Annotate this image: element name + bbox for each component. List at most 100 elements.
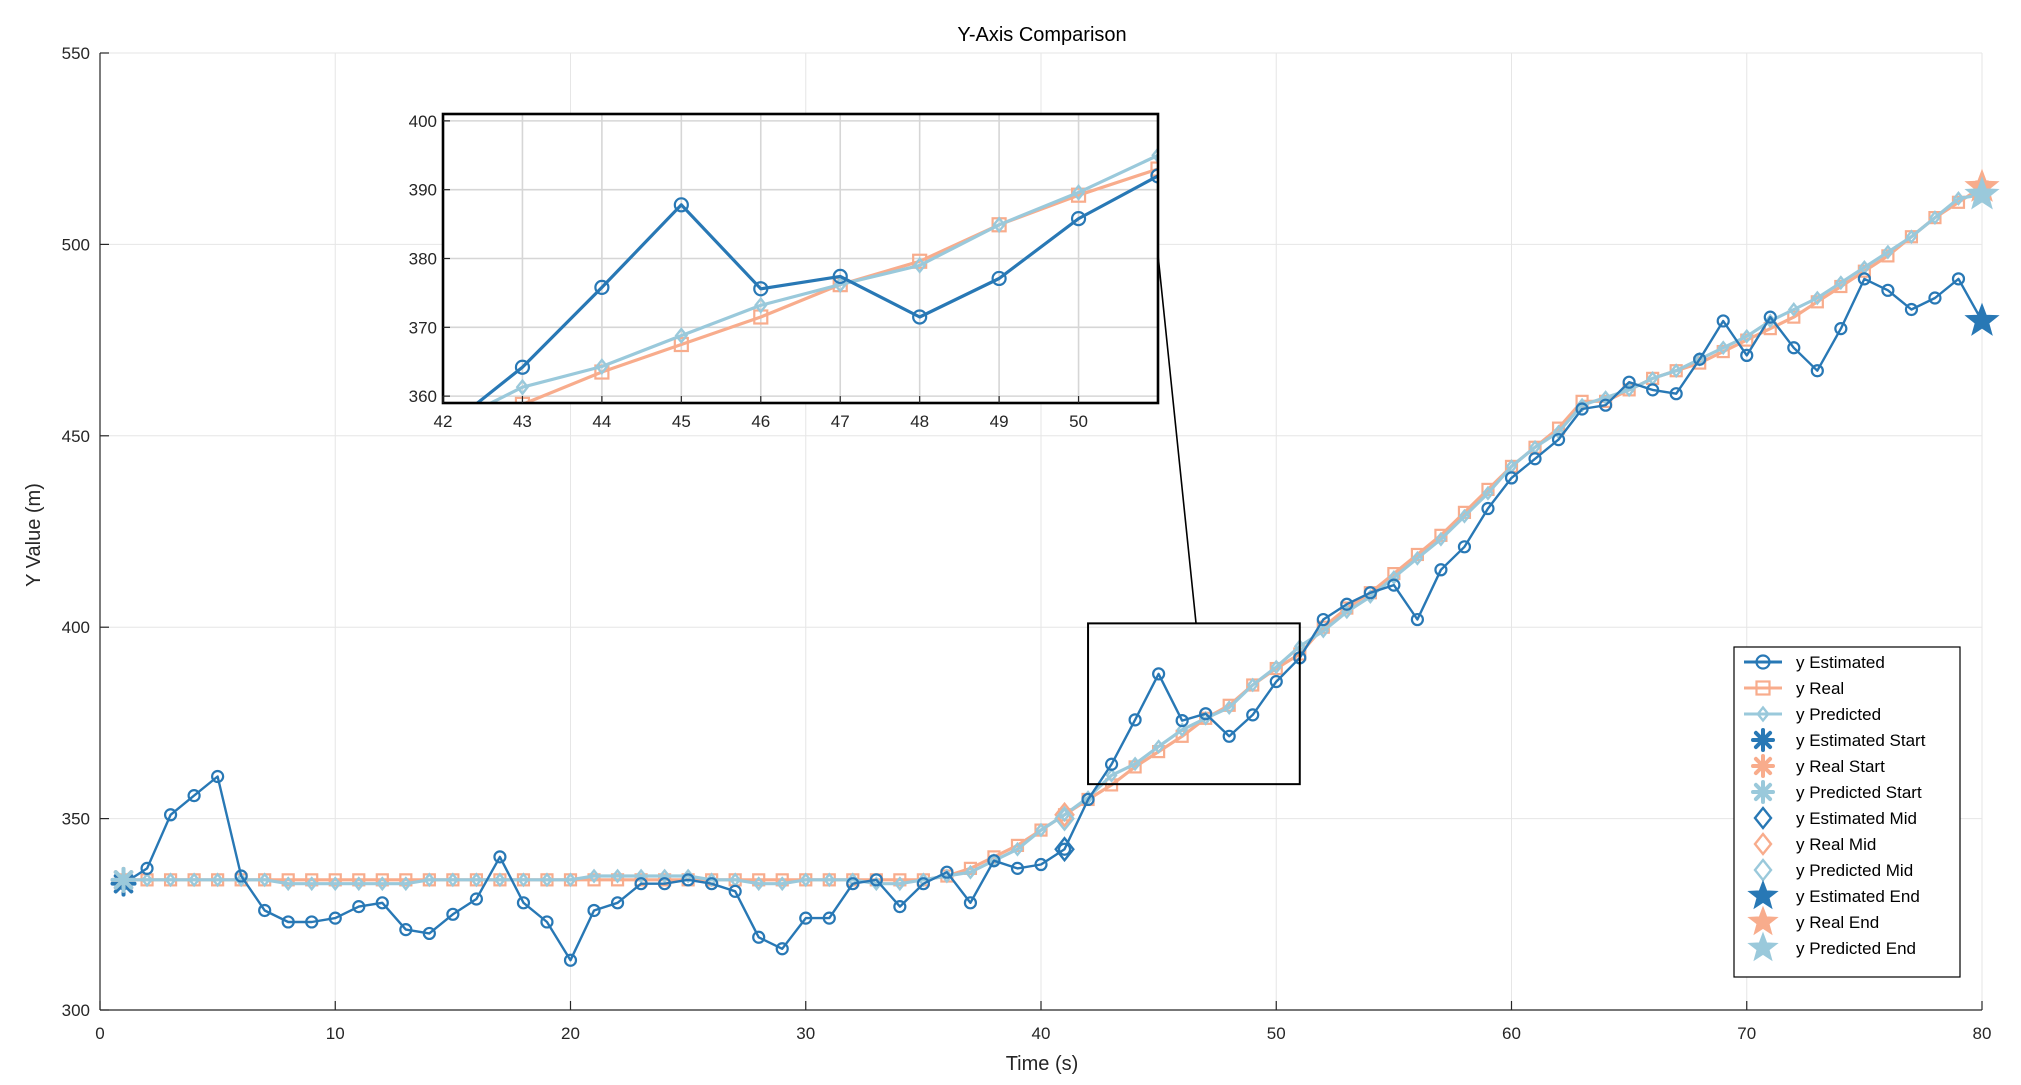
data-point-predicted (446, 872, 459, 888)
data-point-predicted (541, 872, 553, 888)
data-point-estimated (140, 861, 154, 875)
inset-line-estimated (474, 173, 1158, 403)
zoom-region-box (1087, 622, 1301, 786)
legend-swatch-marker (1747, 931, 1779, 962)
inset-point-predicted (1151, 146, 1158, 164)
data-point-estimated (1575, 402, 1589, 416)
legend-swatch-marker (1751, 728, 1775, 752)
chart-title: Y-Axis Comparison (957, 24, 1126, 46)
data-point-estimated (516, 896, 531, 910)
data-point-estimated (1104, 757, 1119, 771)
legend-entry-label: y Predicted End (1796, 939, 1916, 958)
data-point-predicted (352, 876, 365, 892)
data-point-predicted (635, 868, 648, 884)
data-point-real (775, 873, 789, 887)
inset-x-tick-label: 45 (672, 412, 691, 431)
data-point-estimated (681, 873, 695, 887)
legend-swatch-marker (1751, 780, 1775, 804)
data-point-predicted (1129, 756, 1142, 772)
data-point-real (610, 873, 625, 887)
data-point-estimated (540, 915, 554, 929)
data-point-real (1787, 310, 1801, 324)
data-point-real (1222, 698, 1236, 712)
data-point-estimated (1128, 713, 1142, 727)
inset-point-estimated (1150, 168, 1158, 184)
data-point-predicted (1035, 822, 1047, 838)
inset-point-estimated (991, 270, 1007, 287)
inset-point-predicted (754, 296, 768, 314)
data-point-estimated (916, 877, 930, 891)
data-point-predicted (1223, 700, 1236, 716)
x-tick-label: 50 (1267, 1024, 1286, 1043)
inset-x-tick-label: 50 (1069, 412, 1088, 431)
data-point-predicted (211, 872, 224, 888)
data-point-predicted (564, 872, 577, 888)
data-point-predicted (823, 872, 836, 888)
data-point-estimated (728, 884, 742, 898)
inset-x-tick-label: 47 (831, 412, 850, 431)
data-point-real (375, 873, 389, 887)
inset-x-tick-label: 49 (990, 412, 1009, 431)
data-point-estimated (258, 903, 272, 918)
data-point-estimated (1457, 540, 1472, 554)
data-point-estimated (963, 896, 978, 910)
data-point-predicted (776, 876, 789, 892)
legend-entry-label: y Real (1796, 679, 1844, 698)
data-point-estimated (234, 869, 248, 883)
legend-entry-label: y Predicted (1796, 705, 1881, 724)
y-tick-label: 300 (62, 1001, 90, 1020)
data-point-estimated (1622, 375, 1636, 389)
data-point-predicted (470, 872, 483, 888)
x-tick-label: 0 (95, 1024, 104, 1043)
inset-y-tick-label: 400 (409, 112, 437, 131)
zoom-connector-line (1157, 254, 1197, 624)
x-tick-label: 30 (796, 1024, 815, 1043)
data-point-predicted (1670, 363, 1683, 379)
data-point-estimated (1904, 302, 1919, 317)
data-point-estimated (1057, 842, 1072, 856)
data-point-estimated (446, 907, 460, 921)
data-point-estimated (1387, 578, 1401, 592)
data-point-estimated (775, 942, 789, 956)
x-tick-label: 70 (1737, 1024, 1756, 1043)
data-point-estimated (1740, 348, 1754, 363)
legend-swatch-marker (1755, 654, 1771, 670)
inset-y-tick-label: 390 (409, 181, 437, 200)
data-point-predicted (493, 872, 506, 888)
inset-x-tick-label: 46 (751, 412, 770, 431)
data-point-real (399, 873, 413, 887)
data-point-predicted (799, 872, 812, 888)
data-point-predicted (1952, 191, 1965, 206)
data-point-estimated (1598, 398, 1613, 412)
data-point-estimated (163, 808, 178, 822)
inset-point-predicted (595, 358, 609, 375)
legend-entry-label: y Predicted Mid (1796, 861, 1913, 880)
data-point-estimated (375, 896, 389, 910)
data-point-estimated (1763, 310, 1777, 324)
data-point-estimated (1152, 667, 1166, 681)
data-point-predicted (423, 872, 436, 888)
data-point-real (752, 873, 766, 887)
data-point-estimated (987, 854, 1001, 868)
data-point-estimated (469, 892, 483, 906)
inset-point-predicted (992, 216, 1006, 234)
data-point-estimated (352, 900, 366, 914)
data-point-estimated (1481, 501, 1495, 516)
inset-point-predicted (1071, 184, 1086, 201)
inset-line-predicted (487, 153, 1158, 403)
data-point-predicted (1411, 550, 1424, 566)
inset-x-tick-label: 44 (592, 412, 611, 431)
data-point-predicted (164, 872, 177, 888)
data-point-estimated (328, 911, 342, 925)
inset-point-estimated (912, 309, 928, 325)
legend-swatch-marker (1755, 680, 1771, 696)
legend-entry-label: y Real Mid (1796, 835, 1876, 854)
legend-swatch-marker (1751, 754, 1775, 778)
data-point-estimated (610, 896, 625, 910)
data-point-estimated (563, 953, 578, 967)
data-point-estimated (1951, 272, 1966, 286)
inset-point-estimated (514, 359, 531, 375)
x-tick-label: 10 (326, 1024, 345, 1043)
inset-point-estimated (753, 281, 769, 297)
inset-point-estimated (832, 268, 848, 284)
